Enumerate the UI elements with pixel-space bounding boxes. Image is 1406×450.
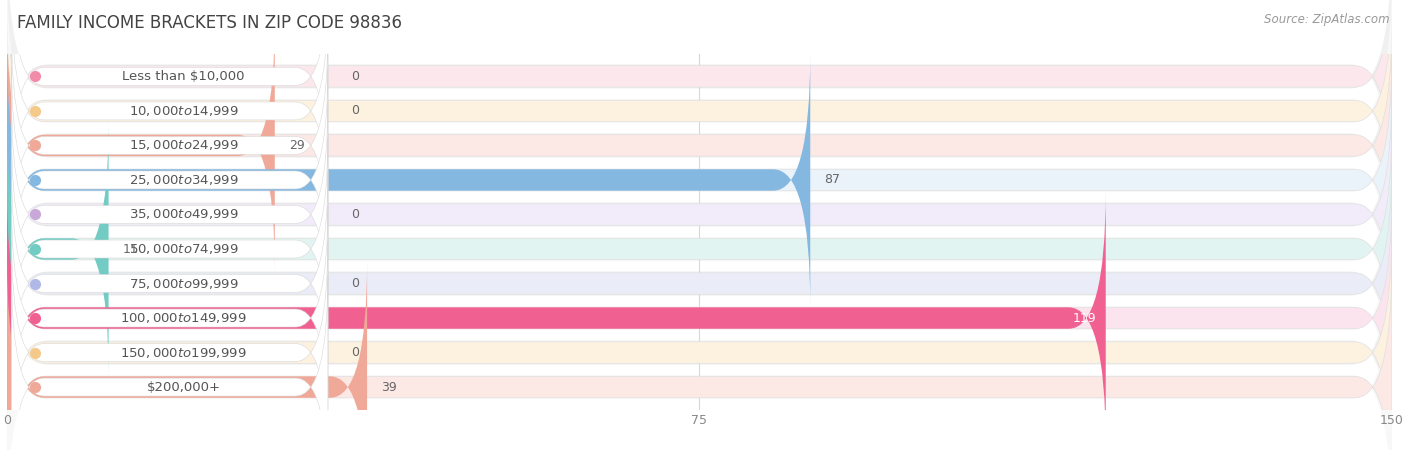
FancyBboxPatch shape bbox=[7, 37, 1392, 323]
FancyBboxPatch shape bbox=[7, 0, 1392, 254]
Text: $10,000 to $14,999: $10,000 to $14,999 bbox=[129, 104, 239, 118]
FancyBboxPatch shape bbox=[11, 0, 328, 188]
Text: 0: 0 bbox=[352, 277, 359, 290]
FancyBboxPatch shape bbox=[11, 34, 328, 257]
FancyBboxPatch shape bbox=[11, 241, 328, 450]
Text: 0: 0 bbox=[352, 104, 359, 117]
Text: Less than $10,000: Less than $10,000 bbox=[122, 70, 245, 83]
FancyBboxPatch shape bbox=[7, 0, 1392, 204]
FancyBboxPatch shape bbox=[7, 191, 1105, 446]
FancyBboxPatch shape bbox=[7, 18, 1392, 273]
FancyBboxPatch shape bbox=[11, 275, 328, 450]
FancyBboxPatch shape bbox=[7, 122, 108, 376]
FancyBboxPatch shape bbox=[7, 106, 1392, 392]
Text: 0: 0 bbox=[352, 70, 359, 83]
FancyBboxPatch shape bbox=[7, 156, 1392, 411]
Text: 29: 29 bbox=[288, 139, 304, 152]
FancyBboxPatch shape bbox=[7, 87, 1392, 342]
Text: $200,000+: $200,000+ bbox=[146, 381, 221, 394]
FancyBboxPatch shape bbox=[11, 68, 328, 292]
FancyBboxPatch shape bbox=[11, 172, 328, 396]
FancyBboxPatch shape bbox=[7, 18, 274, 273]
Text: Source: ZipAtlas.com: Source: ZipAtlas.com bbox=[1264, 14, 1389, 27]
Text: $25,000 to $34,999: $25,000 to $34,999 bbox=[129, 173, 239, 187]
FancyBboxPatch shape bbox=[7, 225, 1392, 450]
Text: 39: 39 bbox=[381, 381, 396, 394]
FancyBboxPatch shape bbox=[7, 260, 367, 450]
Text: 11: 11 bbox=[122, 243, 138, 256]
FancyBboxPatch shape bbox=[7, 175, 1392, 450]
FancyBboxPatch shape bbox=[11, 137, 328, 361]
FancyBboxPatch shape bbox=[7, 191, 1392, 446]
FancyBboxPatch shape bbox=[11, 0, 328, 223]
FancyBboxPatch shape bbox=[11, 206, 328, 430]
Text: 87: 87 bbox=[824, 174, 841, 186]
Text: 119: 119 bbox=[1073, 311, 1097, 324]
Text: $15,000 to $24,999: $15,000 to $24,999 bbox=[129, 139, 239, 153]
Text: $75,000 to $99,999: $75,000 to $99,999 bbox=[129, 276, 239, 291]
Text: $150,000 to $199,999: $150,000 to $199,999 bbox=[121, 346, 247, 360]
Text: FAMILY INCOME BRACKETS IN ZIP CODE 98836: FAMILY INCOME BRACKETS IN ZIP CODE 98836 bbox=[17, 14, 402, 32]
Text: $100,000 to $149,999: $100,000 to $149,999 bbox=[121, 311, 247, 325]
FancyBboxPatch shape bbox=[7, 244, 1392, 450]
Text: 0: 0 bbox=[352, 346, 359, 359]
FancyBboxPatch shape bbox=[11, 103, 328, 326]
FancyBboxPatch shape bbox=[7, 71, 1392, 358]
Text: $50,000 to $74,999: $50,000 to $74,999 bbox=[129, 242, 239, 256]
Text: 0: 0 bbox=[352, 208, 359, 221]
FancyBboxPatch shape bbox=[7, 122, 1392, 376]
FancyBboxPatch shape bbox=[7, 53, 1392, 307]
FancyBboxPatch shape bbox=[7, 53, 810, 307]
Text: $35,000 to $49,999: $35,000 to $49,999 bbox=[129, 207, 239, 221]
FancyBboxPatch shape bbox=[7, 209, 1392, 450]
FancyBboxPatch shape bbox=[7, 0, 1392, 238]
FancyBboxPatch shape bbox=[7, 260, 1392, 450]
FancyBboxPatch shape bbox=[7, 0, 1392, 220]
FancyBboxPatch shape bbox=[7, 140, 1392, 427]
FancyBboxPatch shape bbox=[7, 2, 1392, 289]
